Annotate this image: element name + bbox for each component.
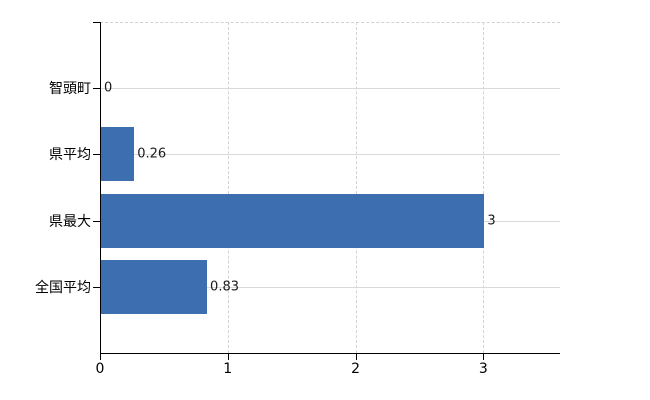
x-tick-label: 1	[223, 361, 233, 377]
x-tick-label: 0	[95, 361, 105, 377]
x-axis-tick	[100, 354, 101, 360]
bar	[101, 259, 208, 314]
x-tick-label: 2	[351, 361, 360, 377]
category-label: 全国平均	[35, 279, 91, 296]
horizontal-gridline	[100, 286, 560, 288]
vertical-gridline	[355, 22, 357, 353]
x-axis-tick	[227, 354, 229, 360]
x-axis-line	[100, 353, 560, 354]
category-label: 智頭町	[49, 81, 91, 98]
bar	[101, 193, 485, 248]
value-label: 0	[104, 80, 113, 96]
y-axis-tick	[93, 154, 100, 156]
value-label: 0.83	[210, 279, 239, 295]
y-axis-tick	[93, 286, 100, 288]
horizontal-gridline	[100, 88, 560, 90]
x-axis-tick	[483, 354, 485, 360]
category-label: 県平均	[49, 147, 91, 164]
y-axis-tick	[93, 88, 100, 90]
y-axis-line	[100, 22, 101, 354]
y-axis-tick	[93, 220, 100, 222]
plot-top-border	[100, 22, 560, 23]
category-label: 県最大	[49, 213, 91, 230]
y-axis-tick	[93, 22, 100, 23]
x-tick-label: 3	[478, 361, 488, 377]
bar	[101, 127, 135, 182]
horizontal-gridline	[100, 154, 560, 156]
vertical-gridline	[227, 22, 229, 353]
value-label: 3	[487, 213, 496, 229]
x-axis-tick	[355, 354, 357, 360]
vertical-gridline	[483, 22, 485, 353]
value-label: 0.26	[137, 146, 167, 162]
